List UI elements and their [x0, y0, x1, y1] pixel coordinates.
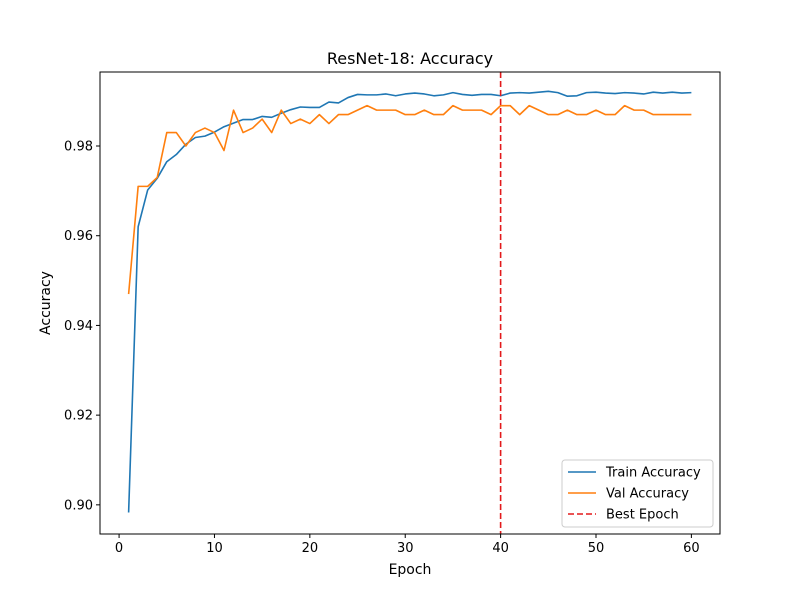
y-tick-label: 0.94 [64, 319, 93, 334]
x-axis-label: Epoch [389, 562, 432, 578]
legend-label: Best Epoch [606, 508, 679, 523]
series-line-1-val-accuracy [127, 104, 692, 295]
series-line-0-train-accuracy [127, 90, 692, 513]
x-tick-label: 60 [683, 541, 700, 556]
x-tick-label: 10 [206, 541, 223, 556]
y-tick-label: 0.98 [64, 140, 93, 155]
x-tick-label: 30 [397, 541, 414, 556]
y-axis-label: Accuracy [38, 271, 54, 335]
legend-box [561, 459, 714, 528]
y-tick-label: 0.92 [64, 409, 93, 424]
legend: Train Accuracy Val Accuracy Best Epoch [561, 459, 714, 528]
x-tick-label: 20 [302, 541, 319, 556]
legend-label: Val Accuracy [606, 487, 689, 502]
y-tick-label: 0.96 [64, 229, 93, 244]
chart-title: ResNet-18: Accuracy [327, 49, 493, 68]
x-tick-label: 0 [115, 541, 123, 556]
x-tick-label: 50 [588, 541, 605, 556]
axes-frame [99, 71, 721, 535]
y-tick-label: 0.90 [64, 498, 93, 513]
x-tick-label: 40 [492, 541, 509, 556]
legend-label: Train Accuracy [605, 466, 701, 481]
plot-area: 0 10 20 30 40 50 60 0.90 0.92 0.94 0.96 0.98 Train A… [64, 71, 721, 556]
